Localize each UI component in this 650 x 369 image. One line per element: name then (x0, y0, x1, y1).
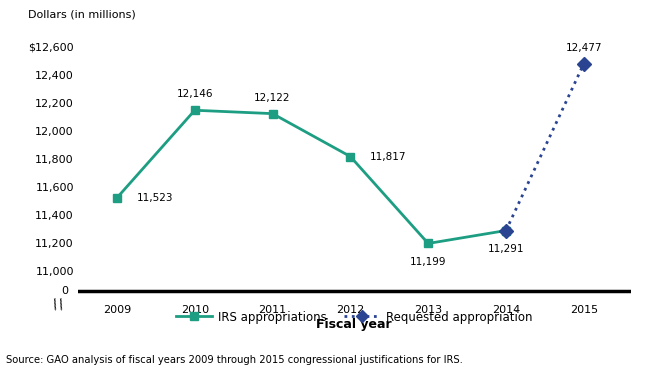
X-axis label: Fiscal year: Fiscal year (317, 318, 392, 331)
Text: 12,146: 12,146 (177, 89, 213, 99)
Text: 12,122: 12,122 (254, 93, 291, 103)
Text: 11,199: 11,199 (410, 257, 447, 268)
Text: /: / (57, 297, 66, 312)
Text: /: / (51, 297, 60, 312)
Text: 12,477: 12,477 (566, 42, 602, 53)
Text: 0: 0 (62, 286, 69, 296)
Text: Source: GAO analysis of fiscal years 2009 through 2015 congressional justificati: Source: GAO analysis of fiscal years 200… (6, 355, 463, 365)
Text: Dollars (in millions): Dollars (in millions) (29, 9, 136, 19)
Text: 11,291: 11,291 (488, 244, 525, 254)
Text: 11,523: 11,523 (136, 193, 173, 203)
Text: 11,817: 11,817 (370, 152, 406, 162)
Legend: IRS appropriations, Requested appropriation: IRS appropriations, Requested appropriat… (172, 306, 537, 328)
